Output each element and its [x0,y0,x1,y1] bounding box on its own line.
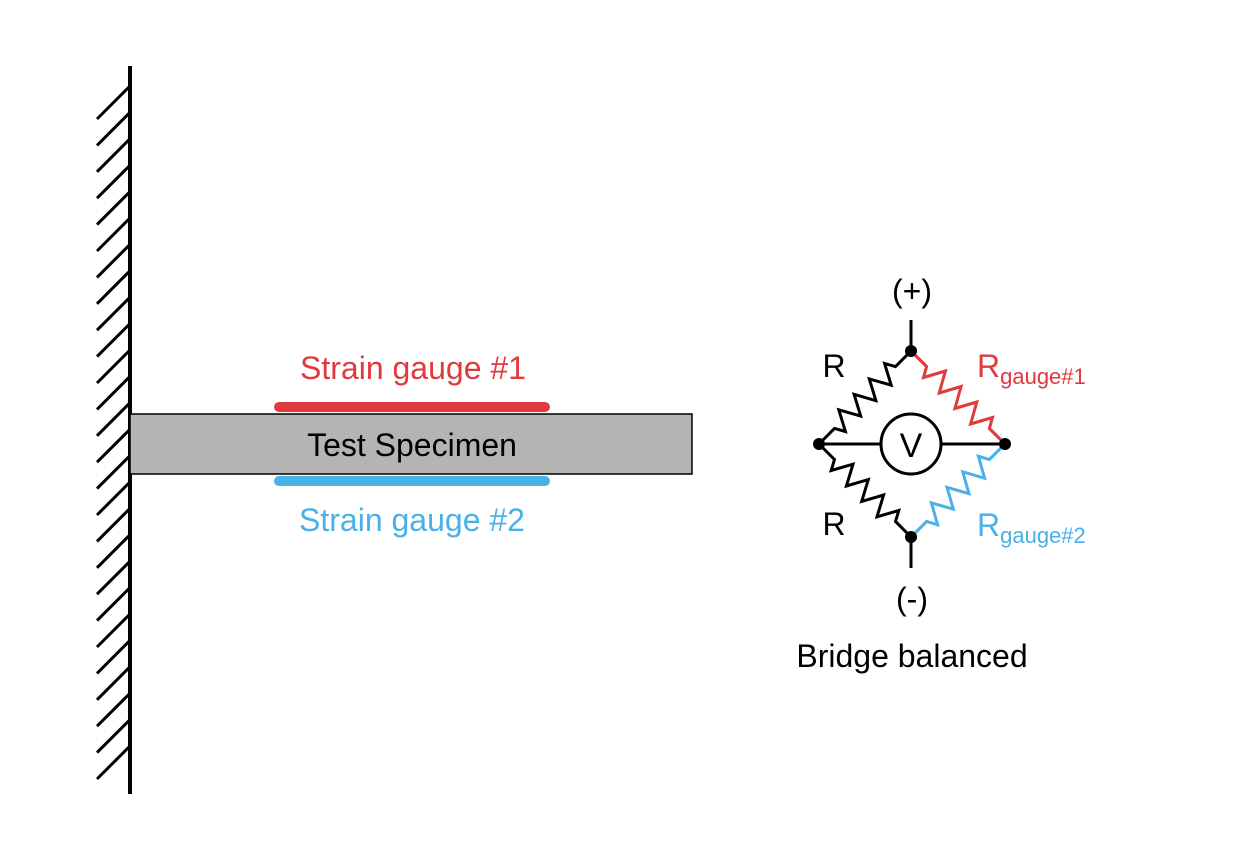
node-bottom [905,531,917,543]
gauge-1-label: Strain gauge #1 [300,350,526,386]
resistor-lower-left [817,442,913,539]
hatch-line [95,665,132,701]
hatch-line [95,269,132,305]
hatch-line [95,744,132,781]
hatch-line [95,718,132,754]
hatch-line [95,639,132,675]
hatch-line [95,216,132,253]
gauge-2-resistor-symbol: R [977,507,1000,543]
resistor-gauge-2 [909,442,1007,539]
hatch-line [95,84,132,121]
resistor-upper-left-label: R [822,348,845,384]
hatch-line [95,375,132,411]
positive-terminal-label: (+) [892,273,932,309]
gauge-1-resistor-symbol: R [977,348,1000,384]
bridge-status: Bridge balanced [796,638,1027,674]
resistor-gauge-1 [909,349,1007,446]
hatch-line [95,560,132,596]
node-left [813,438,825,450]
voltmeter-symbol: V [900,427,923,465]
resistor-upper-left [817,349,913,446]
hatch-line [95,480,132,517]
voltmeter [879,412,943,476]
gauge-1-resistor-label: Rgauge#1 [977,348,1086,389]
negative-terminal-label: (-) [896,581,928,617]
gauge-1-resistor-subscript: gauge#1 [1000,364,1086,389]
resistor-lower-left-label: R [822,506,845,542]
strain-gauge-1: Strain gauge #1 [274,350,550,412]
specimen-label: Test Specimen [307,427,517,463]
hatch-line [95,137,132,173]
hatch-line [95,507,132,543]
gauge-2-resistor-subscript: gauge#2 [1000,523,1086,548]
test-specimen: Test Specimen [129,413,693,475]
hatch-line [95,111,132,147]
specimen-beam [129,413,693,475]
node-top [905,345,917,357]
fixed-wall [95,66,132,794]
hatch-line [95,322,132,358]
gauge-2-label: Strain gauge #2 [299,502,525,538]
hatch-line [95,401,132,437]
hatch-line [95,164,132,200]
hatch-line [95,586,132,622]
hatch-line [95,612,132,649]
hatch-line [95,533,132,569]
node-right [999,438,1011,450]
wheatstone-bridge [813,320,1011,568]
wall-hatching [95,84,132,781]
hatch-line [95,454,132,490]
hatch-line [95,243,132,279]
gauge-2-resistor-label: Rgauge#2 [977,507,1086,548]
strain-gauge-2: Strain gauge #2 [274,476,550,538]
hatch-line [95,692,132,728]
hatch-line [95,296,132,332]
hatch-line [95,428,132,464]
hatch-line [95,348,132,385]
hatch-line [95,190,132,226]
